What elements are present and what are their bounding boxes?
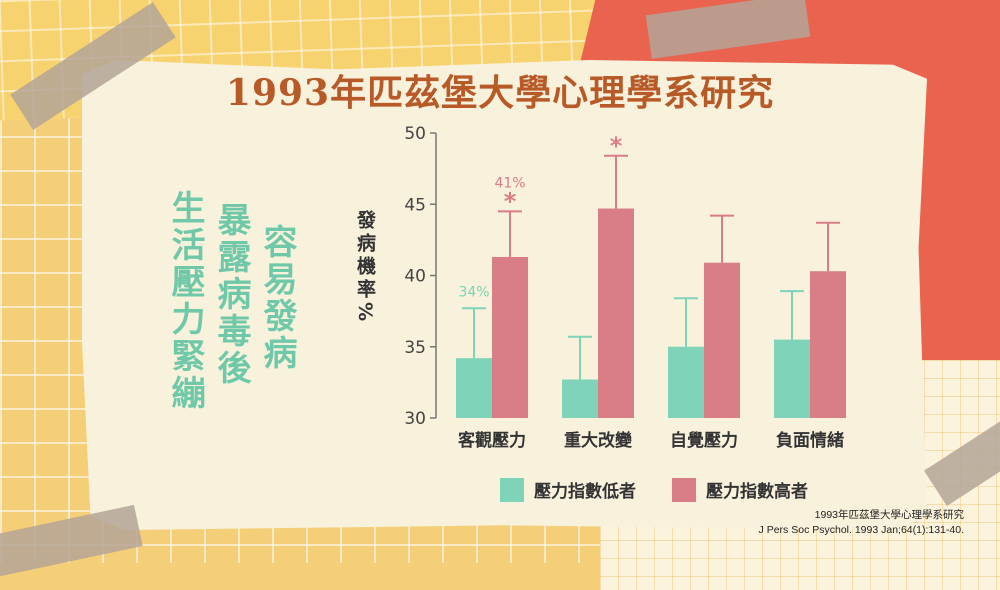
x-tick-label: 負面情緒 [776,430,844,451]
bar [562,379,598,418]
bar [774,339,810,418]
bar [456,358,492,418]
data-label: 41% [494,175,525,191]
y-tick-label: 30 [404,409,426,429]
bar [704,262,740,418]
legend-swatch [500,478,524,502]
citation-line: 1993年匹茲堡大學心理學系研究 [814,509,964,521]
y-tick-label: 50 [404,124,426,144]
page-title: 1993年匹茲堡大學心理學系研究 [225,72,775,114]
x-tick-label: 客觀壓力 [457,430,526,451]
legend-swatch [672,478,696,502]
bar [492,256,528,418]
bar [810,271,846,418]
side-text-line: 暴露病毒後 [211,202,251,387]
data-label: 34% [458,284,489,300]
significance-star: * [504,187,517,215]
significance-star: * [610,132,623,160]
legend-label: 壓力指數低者 [534,481,636,502]
side-text-line: 生活壓力緊繃 [165,190,205,412]
bar [598,208,634,418]
y-tick-label: 45 [404,195,426,215]
side-text-line: 容易發病 [257,224,297,372]
y-tick-label: 35 [404,338,426,358]
y-tick-label: 40 [404,267,426,287]
citation: 1993年匹茲堡大學心理學系研究 J Pers Soc Psychol. 199… [759,508,964,538]
y-axis-label: 發病機率% [354,210,376,326]
citation-line: J Pers Soc Psychol. 1993 Jan;64(1):131-4… [758,524,964,537]
bar [668,346,704,418]
legend-label: 壓力指數高者 [706,481,808,502]
x-tick-label: 重大改變 [564,430,633,451]
x-tick-label: 自覺壓力 [670,430,738,451]
